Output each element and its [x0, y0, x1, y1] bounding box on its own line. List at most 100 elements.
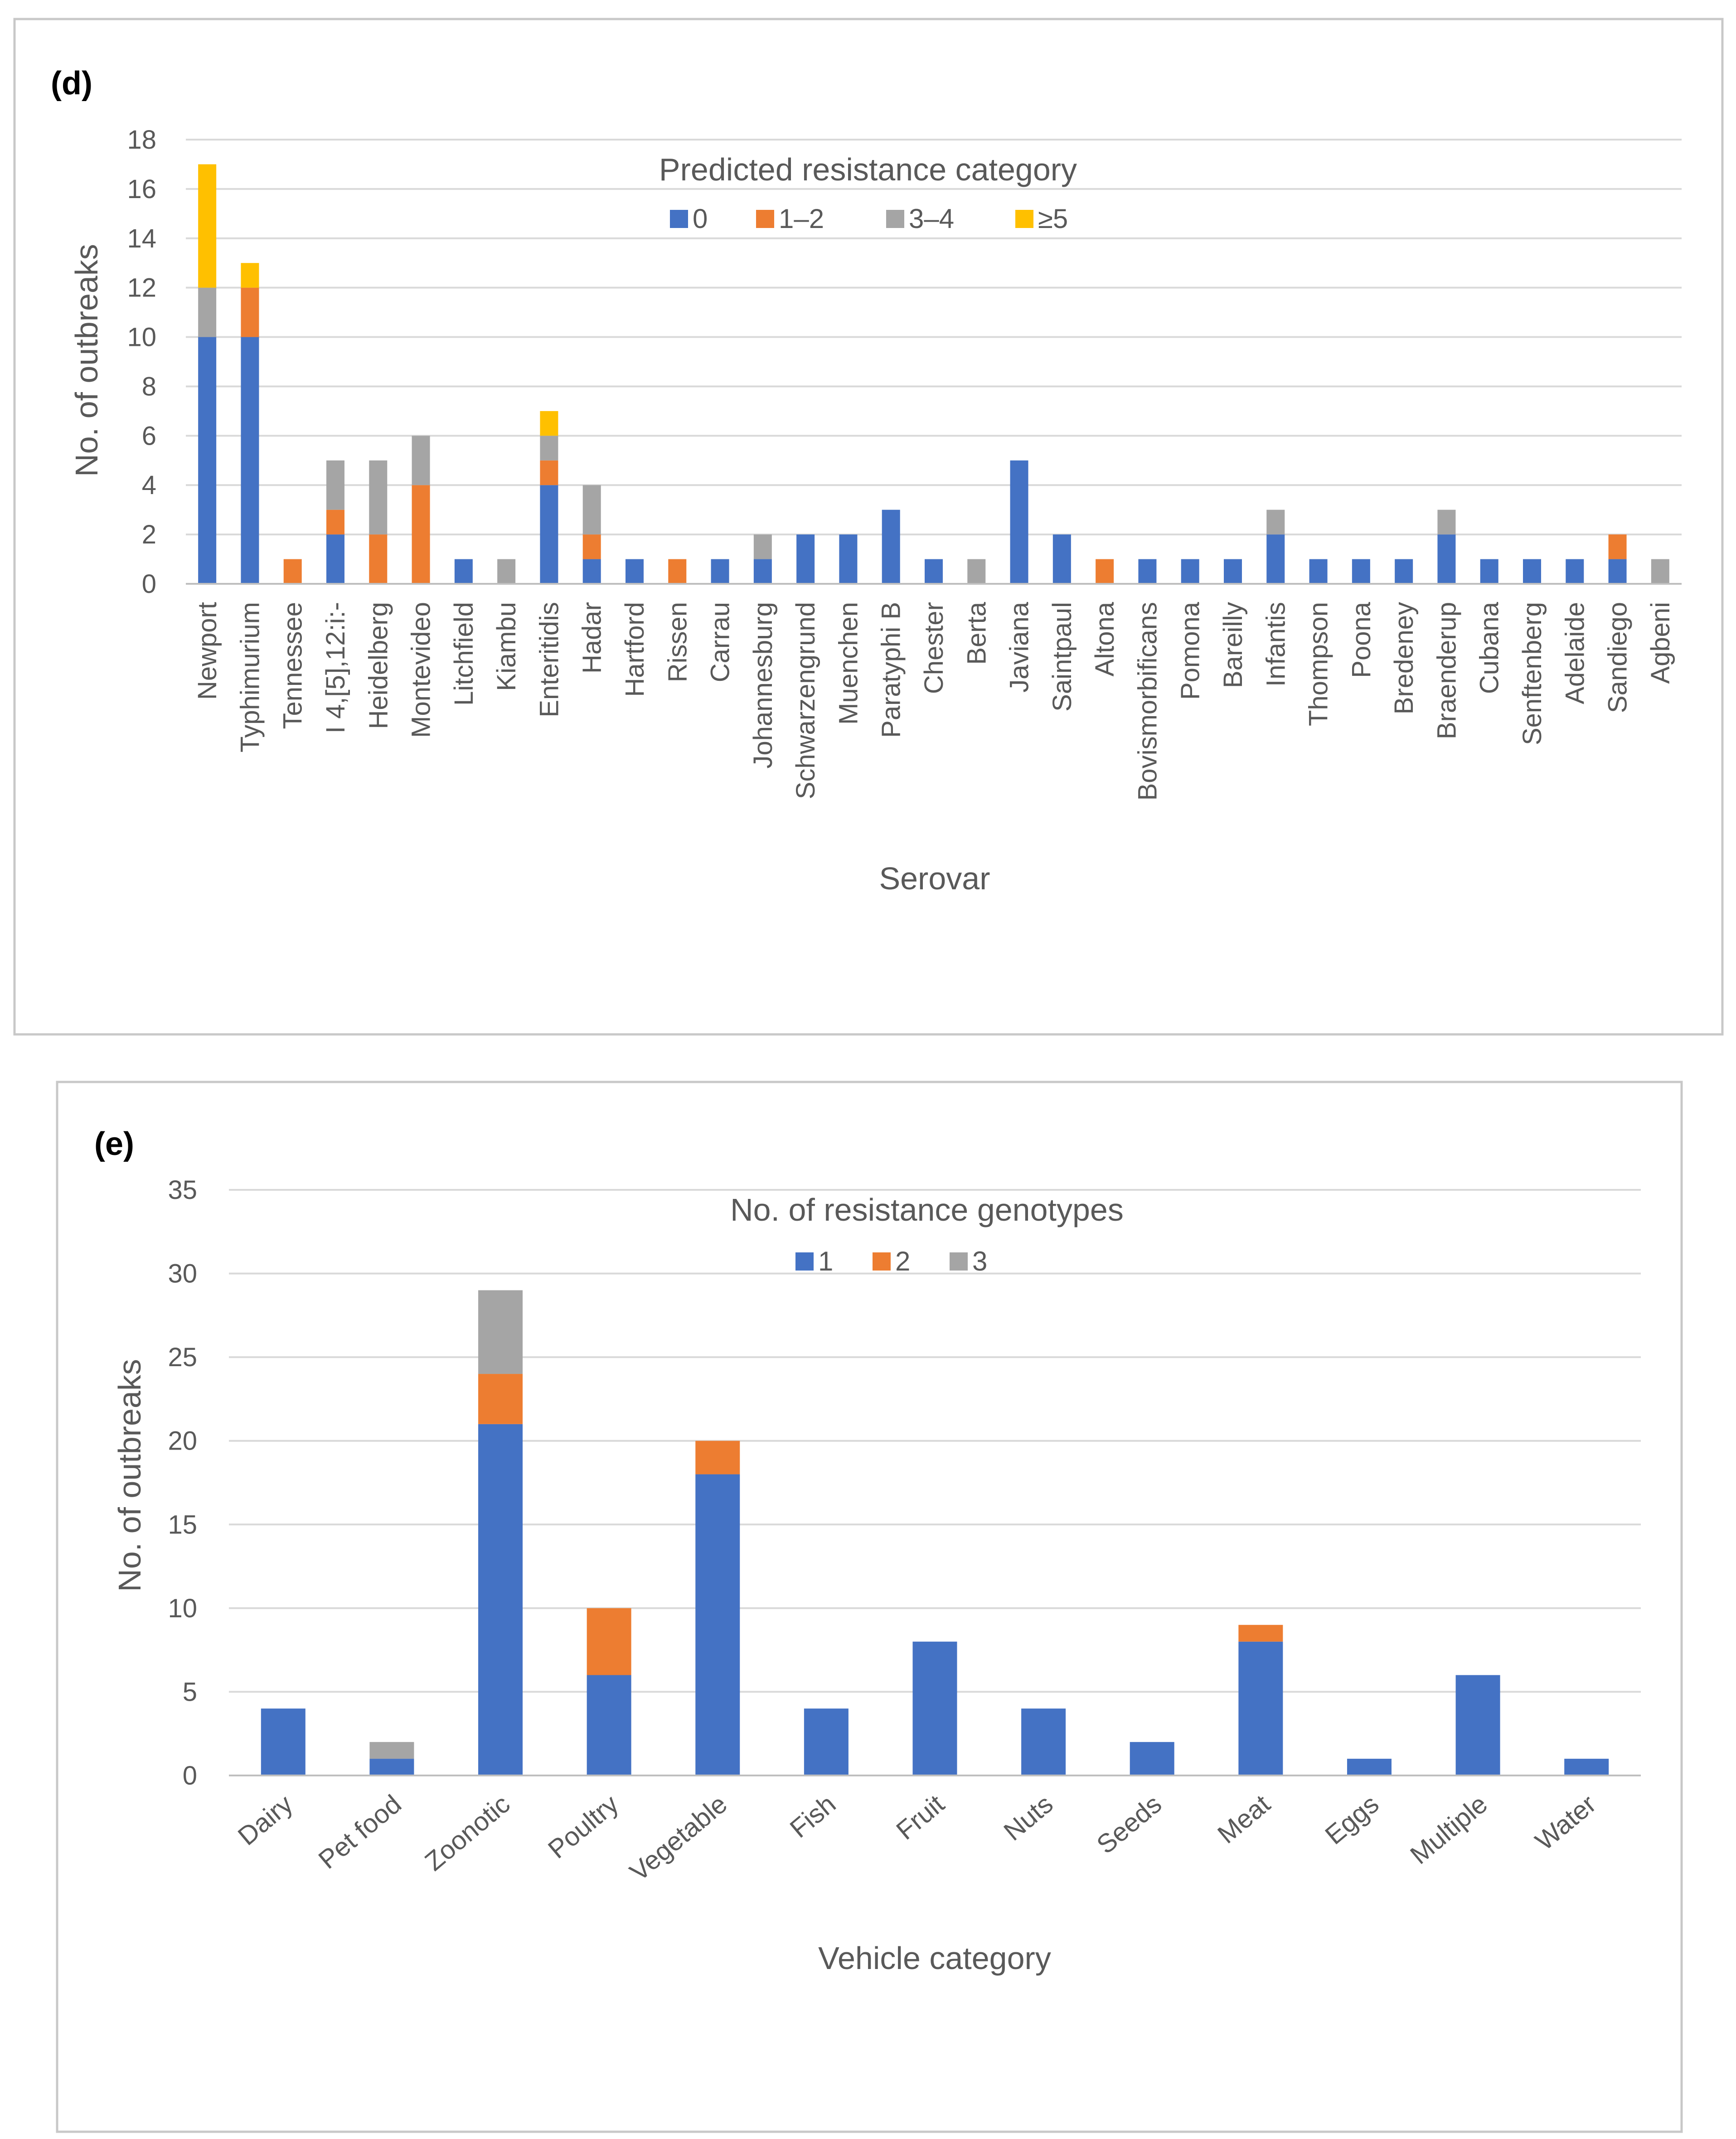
x-tick-label: Tennessee [278, 602, 308, 729]
x-tick-label: Schwarzengrund [791, 602, 820, 799]
bar-i-4-5-12-i-series-3-4 [326, 460, 344, 510]
bar-bareilly-series-0 [1224, 559, 1242, 584]
bar-bovismorbificans-series-0 [1138, 559, 1157, 584]
bar-meat-series-1 [1238, 1641, 1283, 1775]
bar-zoonotic-series-1 [478, 1424, 523, 1775]
bar-montevideo-series-1-2 [412, 485, 430, 584]
bar-poultry-series-2 [587, 1608, 631, 1675]
bar-paratyphi-b-series-0 [882, 509, 900, 584]
bar-dairy-series-1 [261, 1708, 305, 1775]
legend-label-3: 3 [972, 1246, 987, 1276]
bar-adelaide-series-0 [1566, 559, 1584, 584]
x-tick-label: Montevideo [407, 602, 436, 738]
bar-typhimurium-series-0 [241, 337, 259, 584]
bar-senftenberg-series-0 [1523, 559, 1541, 584]
bar-sandiego-series-0 [1608, 559, 1627, 584]
bar-pet-food-series-3 [369, 1742, 414, 1759]
bar-zoonotic-series-3 [478, 1290, 523, 1374]
legend-label-2: 2 [895, 1246, 910, 1276]
bar-typhimurium-series-5 [241, 263, 259, 288]
panel-e-y-axis-title: No. of outbreaks [112, 1359, 147, 1592]
legend-swatch-3-4 [886, 210, 904, 228]
bar-johannesburg-series-0 [753, 559, 772, 584]
bar-saintpaul-series-0 [1052, 534, 1071, 584]
panel-e-bars [261, 1290, 1609, 1775]
bar-infantis-series-0 [1266, 534, 1285, 584]
bar-enteritidis-series-1-2 [540, 460, 558, 485]
bar-newport-series-5 [198, 164, 217, 288]
bar-carrau-series-0 [711, 559, 729, 584]
bar-eggs-series-1 [1347, 1759, 1392, 1775]
bar-montevideo-series-3-4 [412, 436, 430, 485]
legend-label-0: 0 [693, 204, 708, 234]
x-tick-label: Hartford [620, 602, 650, 697]
panel-d-y-axis-title: No. of outbreaks [69, 244, 104, 477]
x-tick-label: Adelaide [1560, 602, 1590, 704]
bar-enteritidis-series-3-4 [540, 436, 558, 461]
x-tick-label: Carrau [706, 602, 735, 682]
x-tick-label: Senftenberg [1518, 602, 1547, 745]
x-tick-label: Hadar [577, 602, 607, 674]
bar-seeds-series-1 [1130, 1742, 1174, 1775]
x-tick-label: Kiambu [492, 602, 521, 691]
bar-muenchen-series-0 [839, 534, 858, 584]
x-tick-label: Altona [1090, 601, 1120, 676]
y-tick-label: 0 [142, 569, 156, 599]
bar-tennessee-series-1-2 [283, 559, 302, 584]
bar-hadar-series-1-2 [582, 534, 601, 559]
bar-hadar-series-0 [582, 559, 601, 584]
bar-newport-series-0 [198, 337, 217, 584]
panel-e-y-tick-labels: 0 5 10 15 20 25 30 35 [168, 1175, 197, 1790]
y-tick-label: 30 [168, 1259, 197, 1289]
y-tick-label: 0 [183, 1761, 197, 1790]
x-tick-label: Cubana [1475, 601, 1504, 694]
x-tick-label: Poona [1347, 601, 1376, 678]
bar-cubana-series-0 [1480, 559, 1498, 584]
panel-d-legend-title: Predicted resistance category [659, 152, 1077, 187]
bar-pet-food-series-1 [369, 1759, 414, 1775]
bar-chester-series-0 [925, 559, 943, 584]
bar-braenderup-series-3-4 [1437, 509, 1456, 535]
bar-agbeni-series-3-4 [1651, 559, 1669, 584]
legend-label-3-4: 3–4 [909, 204, 954, 234]
legend-label-5: ≥5 [1038, 204, 1068, 234]
x-tick-label: Javiana [1005, 601, 1034, 693]
panel-e-legend-title: No. of resistance genotypes [730, 1192, 1124, 1227]
bar-fish-series-1 [804, 1708, 849, 1775]
x-tick-label: Bareilly [1218, 602, 1248, 688]
panel-e-label: (e) [94, 1126, 134, 1162]
chart-panel-d: (d) 0 2 4 6 8 10 12 14 16 18 Newport Typhimurium Te… [13, 18, 1724, 1036]
x-tick-label: Johannesburg [748, 602, 778, 769]
x-tick-label: Muenchen [834, 602, 863, 725]
bar-heidelberg-series-3-4 [369, 460, 388, 535]
y-tick-label: 10 [168, 1594, 197, 1623]
bar-pomona-series-0 [1181, 559, 1199, 584]
bar-infantis-series-3-4 [1266, 509, 1285, 535]
x-tick-label: Sandiego [1603, 602, 1633, 713]
x-tick-label: Chester [919, 602, 949, 694]
y-tick-label: 25 [168, 1343, 197, 1372]
y-tick-label: 8 [142, 372, 156, 401]
legend-swatch-1-2 [756, 210, 774, 228]
y-tick-label: 5 [183, 1677, 197, 1707]
y-tick-label: 6 [142, 421, 156, 451]
bar-altona-series-1-2 [1096, 559, 1114, 584]
x-tick-label: Infantis [1261, 602, 1290, 687]
y-tick-label: 4 [142, 470, 156, 500]
bar-berta-series-3-4 [967, 559, 986, 584]
bar-schwarzengrund-series-0 [796, 534, 815, 584]
legend-swatch-3 [950, 1252, 968, 1271]
bar-thompson-series-0 [1309, 559, 1328, 584]
panel-d-y-tick-labels: 0 2 4 6 8 10 12 14 16 18 [127, 125, 156, 599]
x-tick-label: Pomona [1176, 601, 1205, 700]
bar-nuts-series-1 [1021, 1708, 1066, 1775]
legend-label-1-2: 1–2 [779, 204, 824, 234]
panel-d-bars [198, 164, 1669, 584]
legend-swatch-5 [1015, 210, 1033, 228]
y-tick-label: 12 [127, 273, 156, 303]
panel-e-x-axis-title: Vehicle category [818, 1940, 1051, 1976]
panel-e-frame [56, 1081, 1683, 2133]
bar-vegetable-series-2 [695, 1441, 740, 1475]
